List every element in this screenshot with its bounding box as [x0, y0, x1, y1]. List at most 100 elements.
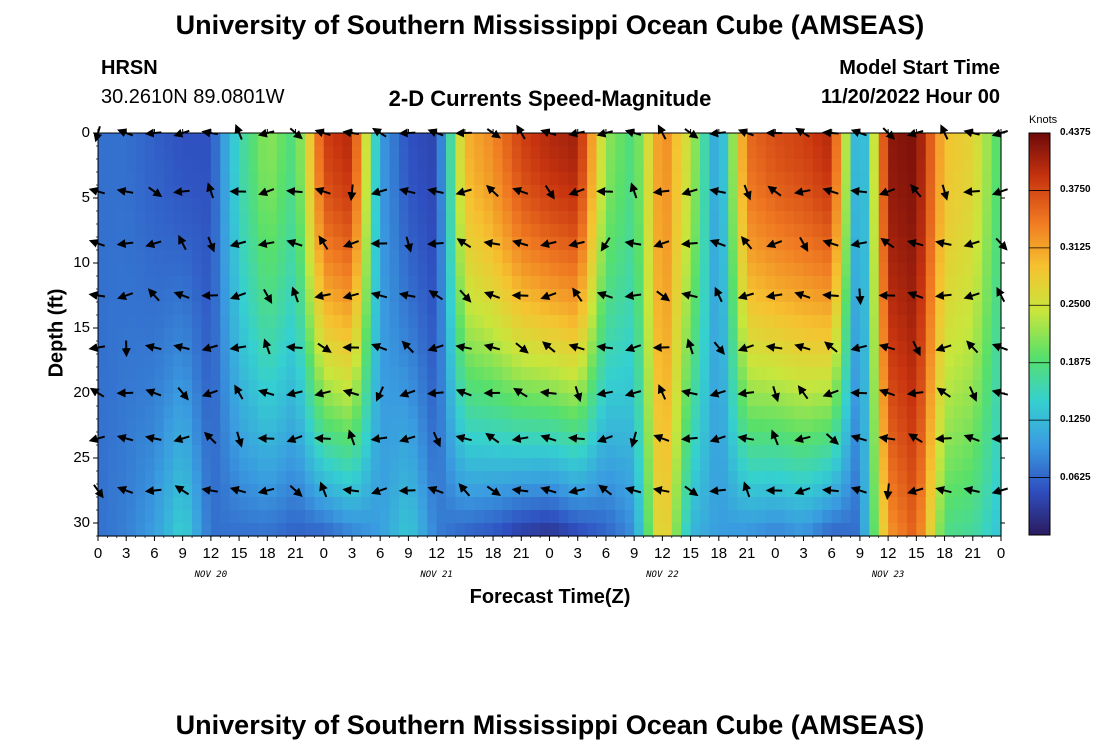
heatmap-cell: [380, 419, 391, 433]
heatmap-cell: [784, 432, 795, 446]
heatmap-cell: [822, 432, 833, 446]
heatmap-cell: [925, 224, 936, 238]
heatmap-cell: [737, 523, 748, 537]
heatmap-cell: [220, 445, 231, 459]
heatmap-cell: [747, 484, 758, 498]
heatmap-cell: [972, 133, 983, 147]
heatmap-cell: [794, 458, 805, 472]
heatmap-cell: [831, 471, 842, 485]
heatmap-cell: [709, 289, 720, 303]
heatmap-cell: [173, 198, 184, 212]
heatmap-cell: [304, 406, 315, 420]
current-vector-arrow: [455, 388, 472, 397]
heatmap-cell: [690, 224, 701, 238]
heatmap-cell: [248, 380, 259, 394]
current-vector-arrow: [765, 342, 783, 352]
y-tick-label: 10: [73, 254, 90, 271]
heatmap-cell: [257, 523, 268, 537]
heatmap-cell: [963, 315, 974, 329]
heatmap-cell: [558, 237, 569, 251]
heatmap-cell: [248, 133, 259, 147]
heatmap-cell: [605, 224, 616, 238]
heatmap-cell: [982, 328, 993, 342]
heatmap-cell: [888, 484, 899, 498]
heatmap-cell: [107, 458, 118, 472]
heatmap-cell: [286, 510, 297, 524]
heatmap-cell: [953, 471, 964, 485]
heatmap-cell: [163, 419, 174, 433]
heatmap-cell: [436, 471, 447, 485]
heatmap-cell: [408, 354, 419, 368]
heatmap-cell: [756, 510, 767, 524]
heatmap-cell: [116, 224, 127, 238]
heatmap-cell: [953, 133, 964, 147]
heatmap-cell: [925, 471, 936, 485]
heatmap-cell: [681, 523, 692, 537]
heatmap-cell: [634, 523, 645, 537]
x-tick-label: 12: [428, 545, 445, 562]
heatmap-cell: [446, 419, 457, 433]
heatmap-cell: [182, 471, 193, 485]
heatmap-cell: [822, 471, 833, 485]
heatmap-cell: [276, 133, 287, 147]
heatmap-cell: [982, 237, 993, 251]
heatmap-cell: [558, 393, 569, 407]
heatmap-cell: [135, 237, 146, 251]
heatmap-cell: [351, 172, 362, 186]
heatmap-cell: [605, 263, 616, 277]
heatmap-cell: [483, 497, 494, 511]
heatmap-cell: [455, 471, 466, 485]
heatmap-cell: [446, 315, 457, 329]
heatmap-cell: [135, 341, 146, 355]
heatmap-cell: [220, 263, 231, 277]
heatmap-cell: [135, 458, 146, 472]
heatmap-cell: [634, 510, 645, 524]
heatmap-cell: [803, 471, 814, 485]
heatmap-cell: [747, 406, 758, 420]
heatmap-cell: [267, 497, 278, 511]
heatmap-cell: [201, 263, 212, 277]
heatmap-cell: [116, 471, 127, 485]
heatmap-cell: [859, 328, 870, 342]
heatmap-cell: [493, 198, 504, 212]
heatmap-cell: [248, 419, 259, 433]
heatmap-cell: [869, 276, 880, 290]
heatmap-cell: [690, 380, 701, 394]
heatmap-cell: [182, 406, 193, 420]
heatmap-cell: [784, 133, 795, 147]
heatmap-cell: [436, 393, 447, 407]
heatmap-cell: [333, 276, 344, 290]
heatmap-cell: [304, 263, 315, 277]
heatmap-cell: [220, 315, 231, 329]
current-vector-arrow: [822, 389, 839, 398]
heatmap-cell: [737, 328, 748, 342]
heatmap-cell: [897, 471, 908, 485]
current-vector-arrow: [714, 286, 723, 303]
heatmap-cell: [239, 289, 250, 303]
heatmap-cell: [399, 315, 410, 329]
heatmap-cell: [784, 289, 795, 303]
heatmap-cell: [850, 497, 861, 511]
x-tick-label: 6: [376, 545, 385, 562]
heatmap-cell: [690, 302, 701, 316]
heatmap-cell: [220, 159, 231, 173]
heatmap-cell: [756, 289, 767, 303]
heatmap-cell: [455, 380, 466, 394]
heatmap-cell: [483, 406, 494, 420]
heatmap-cell: [700, 185, 711, 199]
heatmap-cell: [521, 237, 532, 251]
axes: [93, 129, 1005, 541]
heatmap-cell: [163, 263, 174, 277]
heatmap-cell: [370, 198, 381, 212]
heatmap-cell: [756, 237, 767, 251]
heatmap-cell: [135, 445, 146, 459]
heatmap-cell: [935, 510, 946, 524]
heatmap-cell: [502, 185, 513, 199]
heatmap-cell: [521, 523, 532, 537]
heatmap-cell: [812, 380, 823, 394]
current-vector-arrow: [742, 481, 752, 498]
heatmap-cell: [728, 276, 739, 290]
heatmap-cell: [192, 250, 203, 264]
heatmap-cell: [662, 445, 673, 459]
heatmap-cell: [577, 393, 588, 407]
